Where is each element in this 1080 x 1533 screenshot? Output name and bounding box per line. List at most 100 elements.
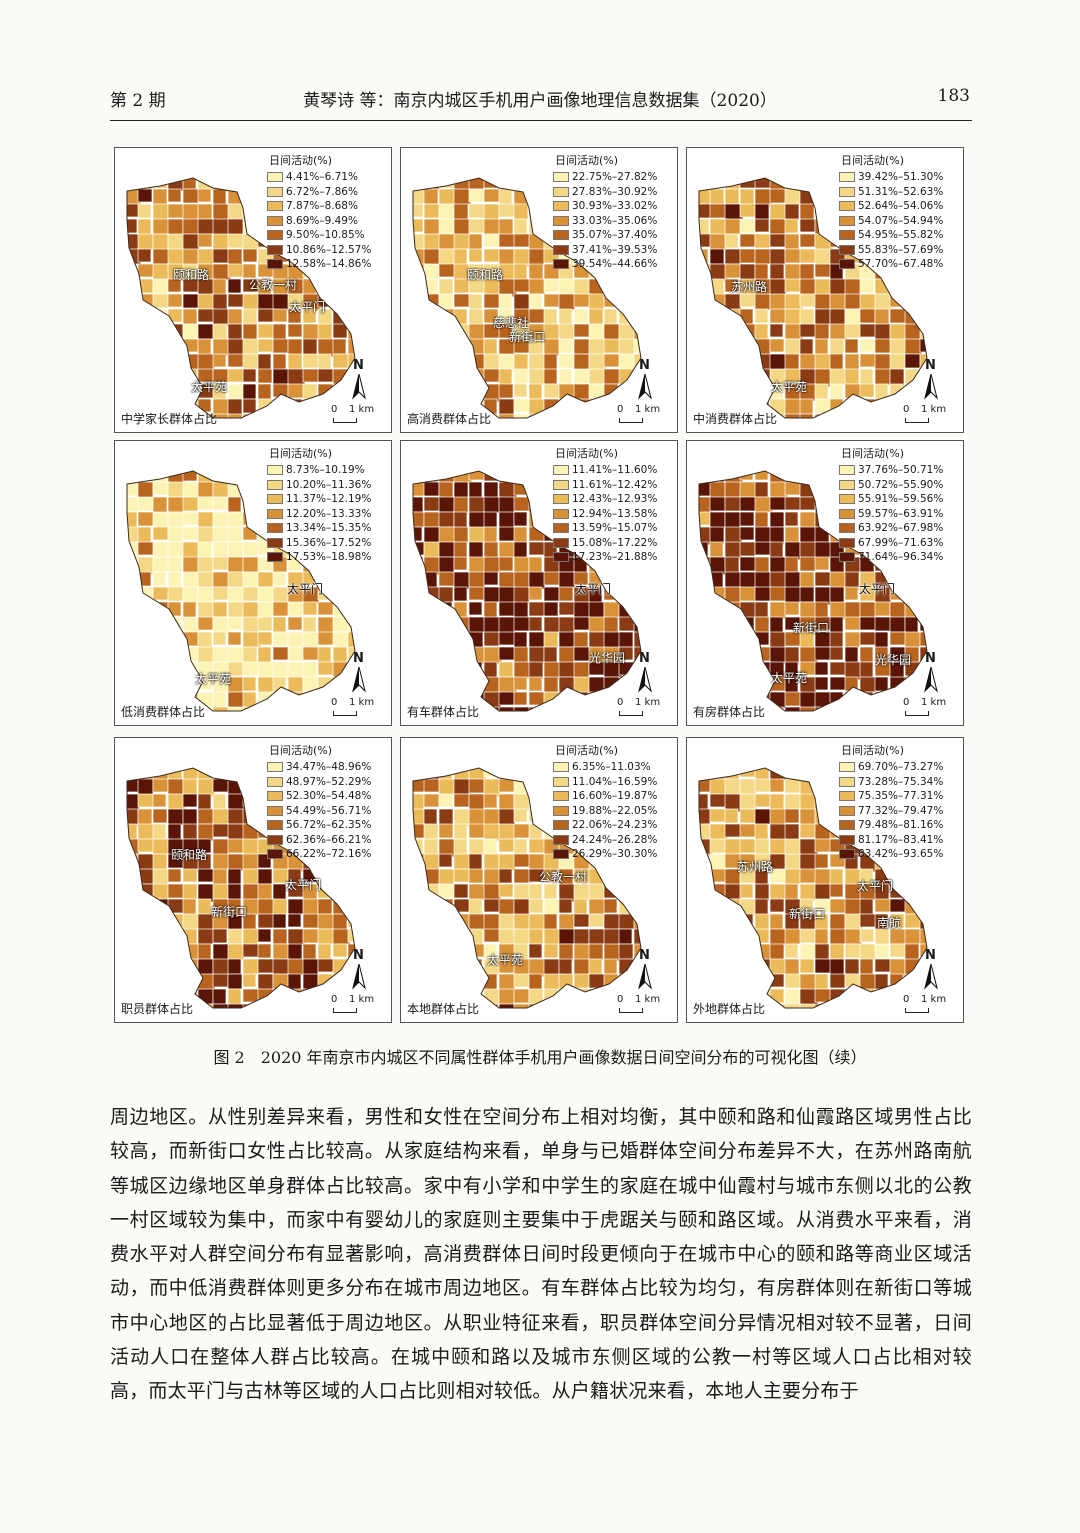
map-district xyxy=(588,1003,608,1008)
district-boundary xyxy=(698,177,928,419)
map-district xyxy=(904,586,924,605)
map-district xyxy=(709,646,727,666)
map-district xyxy=(829,883,844,898)
map-district xyxy=(769,898,785,913)
map-district xyxy=(754,928,770,944)
map-district xyxy=(332,973,348,989)
map-district xyxy=(317,323,333,342)
map-panel: 日间活动(%) 11.41%–11.60% 11.61%–12.42% 12.43%–… xyxy=(400,440,678,726)
map-district xyxy=(709,323,726,339)
map-district xyxy=(468,616,486,635)
map-district xyxy=(197,556,214,573)
map-district xyxy=(152,368,171,388)
map-district xyxy=(724,571,743,588)
map-district xyxy=(468,471,486,481)
map-district xyxy=(413,368,427,383)
choropleth-map xyxy=(412,470,642,712)
map-district xyxy=(724,481,743,498)
legend-entry: 54.49%–56.71% xyxy=(267,804,391,819)
figure-caption: 图 2 2020 年南京市内城区不同属性群体手机用户画像数据日间空间分布的可视化… xyxy=(213,1048,867,1067)
map-district xyxy=(227,471,246,486)
map-district xyxy=(413,233,425,250)
map-district xyxy=(453,556,468,571)
map-district xyxy=(152,898,170,918)
map-district xyxy=(317,913,336,930)
map-district xyxy=(167,883,185,899)
map-district xyxy=(799,691,817,709)
map-district xyxy=(137,203,152,219)
map-district xyxy=(212,511,231,529)
scale-zero: 0 xyxy=(903,404,910,415)
legend-range-label: 4.41%–6.71% xyxy=(286,171,358,183)
map-district xyxy=(498,471,517,483)
map-district xyxy=(618,338,635,355)
map-district xyxy=(528,616,543,632)
map-district xyxy=(919,323,927,341)
legend-entry: 22.06%–24.23% xyxy=(553,818,677,833)
map-district xyxy=(468,323,485,342)
map-district xyxy=(829,293,846,312)
map-district xyxy=(829,706,849,711)
legend-swatch xyxy=(839,834,855,845)
map-district xyxy=(588,868,604,887)
map-district xyxy=(859,646,874,663)
map-district xyxy=(919,601,927,619)
map-district xyxy=(272,706,288,711)
page-number: 183 xyxy=(937,86,970,106)
map-district xyxy=(257,928,272,943)
map-district xyxy=(573,368,590,386)
map-district xyxy=(413,793,425,812)
map-district xyxy=(242,661,260,677)
legend-entry: 15.36%–17.52% xyxy=(267,536,391,551)
map-district xyxy=(127,178,141,189)
map-district xyxy=(784,793,802,810)
map-district xyxy=(513,526,528,545)
map-district xyxy=(167,631,185,648)
legend-range-label: 39.54%–44.66% xyxy=(572,258,658,270)
map-district xyxy=(513,471,531,485)
map-district xyxy=(739,943,758,963)
map-district xyxy=(212,471,232,481)
map-district xyxy=(302,958,319,976)
map-district xyxy=(182,178,197,190)
legend-title: 日间活动(%) xyxy=(555,744,619,757)
legend-swatch xyxy=(267,776,283,787)
map-district xyxy=(844,691,864,707)
map-district xyxy=(287,323,303,338)
map-district xyxy=(709,353,727,373)
map-district xyxy=(799,323,817,338)
map-district xyxy=(413,278,428,295)
map-district xyxy=(588,631,607,650)
map-district xyxy=(302,383,318,401)
legend-range-label: 13.34%–15.35% xyxy=(286,522,372,534)
map-district xyxy=(127,571,141,588)
map-district xyxy=(468,586,485,601)
map-district xyxy=(137,898,157,918)
map-district xyxy=(227,808,246,825)
map-district xyxy=(603,958,618,975)
map-district xyxy=(438,793,454,808)
place-label: 颐和路 xyxy=(171,848,208,862)
legend-range-label: 33.03%–35.06% xyxy=(572,214,658,227)
map-district xyxy=(453,943,472,958)
map-district xyxy=(152,383,167,400)
legend-range-label: 19.88%–22.05% xyxy=(572,804,658,817)
map-district xyxy=(603,338,621,354)
legend-title: 日间活动(%) xyxy=(269,447,333,460)
map-district xyxy=(227,413,243,418)
map-district xyxy=(739,203,757,218)
map-district xyxy=(769,248,786,267)
map-district xyxy=(197,631,213,650)
map-district xyxy=(438,586,454,603)
map-district xyxy=(769,541,784,559)
map-district xyxy=(874,353,893,371)
map-district xyxy=(528,883,543,902)
map-district xyxy=(558,1003,578,1008)
map-district xyxy=(152,616,172,632)
legend-entry: 24.24%–26.28% xyxy=(553,833,677,848)
legend-entry: 11.04%–16.59% xyxy=(553,775,677,790)
map-district xyxy=(197,308,216,323)
map-district xyxy=(814,943,830,960)
map-district xyxy=(528,203,548,218)
map-district xyxy=(739,368,759,384)
